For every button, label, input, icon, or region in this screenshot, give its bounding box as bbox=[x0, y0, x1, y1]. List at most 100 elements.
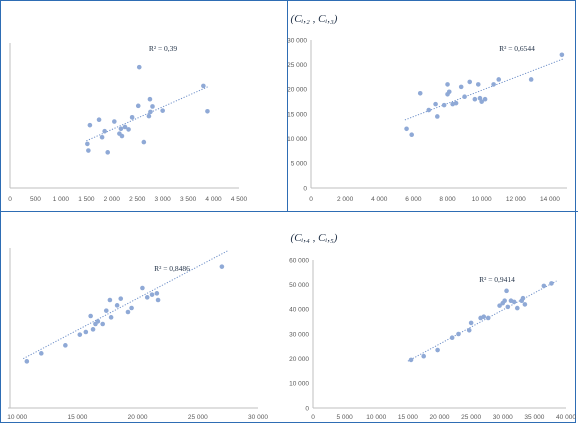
data-point bbox=[85, 141, 90, 147]
data-point bbox=[462, 94, 467, 100]
x-tick-label: 4 000 bbox=[205, 196, 222, 203]
data-point bbox=[481, 314, 487, 320]
x-tick-label: 2 500 bbox=[129, 196, 146, 203]
data-point bbox=[449, 335, 455, 341]
x-tick-label: 500 bbox=[30, 196, 41, 203]
y-tick-label: 10 000 bbox=[287, 136, 307, 143]
x-tick-label: 25 000 bbox=[461, 414, 481, 421]
trend-line bbox=[407, 280, 557, 362]
data-point bbox=[504, 288, 509, 294]
caption-bottom: (Cᵢ,₄ , Cᵢ,₅) bbox=[291, 232, 338, 244]
data-point bbox=[148, 109, 153, 115]
data-point bbox=[83, 329, 89, 335]
x-tick-label: 20 000 bbox=[430, 414, 450, 421]
x-tick-label: 10 000 bbox=[7, 414, 27, 421]
data-point bbox=[160, 108, 165, 113]
r-squared-label: R² = 0,8486 bbox=[154, 264, 190, 273]
data-point bbox=[433, 101, 438, 107]
data-point bbox=[522, 302, 528, 307]
data-point bbox=[96, 117, 102, 123]
data-point bbox=[122, 124, 128, 130]
data-point bbox=[479, 99, 484, 104]
x-tick-label: 25 000 bbox=[188, 414, 208, 421]
data-point bbox=[201, 83, 206, 89]
y-tick-label: 50 000 bbox=[289, 282, 309, 289]
x-tick-label: 1 500 bbox=[78, 196, 95, 203]
y-tick-label: 60 000 bbox=[289, 257, 309, 264]
trend-line bbox=[22, 250, 229, 360]
y-tick-label: 30 000 bbox=[289, 331, 309, 338]
data-point bbox=[453, 100, 459, 106]
data-point bbox=[408, 357, 414, 363]
data-point bbox=[528, 77, 534, 82]
data-point bbox=[118, 126, 124, 132]
data-point bbox=[126, 127, 131, 132]
x-tick-label: 12 000 bbox=[506, 196, 526, 203]
data-point bbox=[421, 353, 426, 359]
data-point bbox=[140, 285, 145, 291]
data-point bbox=[541, 283, 547, 289]
data-point bbox=[114, 303, 120, 308]
y-tick-label: 15 000 bbox=[287, 111, 307, 118]
x-tick-label: 6 000 bbox=[405, 196, 422, 203]
x-tick-label: 10 000 bbox=[366, 414, 386, 421]
data-point bbox=[87, 122, 93, 128]
y-tick-label: 30 000 bbox=[287, 37, 307, 44]
y-tick-label: 10 000 bbox=[289, 381, 309, 388]
data-point bbox=[146, 113, 152, 119]
x-tick-label: 3 000 bbox=[155, 196, 172, 203]
data-point bbox=[497, 303, 502, 308]
data-point bbox=[409, 132, 414, 138]
data-point bbox=[155, 297, 161, 303]
data-point bbox=[434, 114, 440, 119]
data-point bbox=[458, 84, 464, 90]
x-tick-label: 14 000 bbox=[540, 196, 560, 203]
data-point bbox=[482, 96, 488, 102]
data-point bbox=[219, 264, 225, 269]
data-point bbox=[99, 134, 105, 140]
x-tick-label: 10 000 bbox=[472, 196, 492, 203]
data-point bbox=[118, 296, 124, 301]
y-tick-label: 40 000 bbox=[289, 307, 309, 314]
data-point bbox=[88, 313, 93, 319]
y-tick-label: 0 bbox=[303, 185, 307, 192]
data-point bbox=[77, 332, 83, 337]
data-point bbox=[147, 96, 153, 102]
x-tick-label: 0 bbox=[311, 414, 315, 421]
y-tick-label: 0 bbox=[305, 405, 309, 412]
data-point bbox=[505, 304, 511, 310]
data-point bbox=[477, 95, 483, 101]
data-point bbox=[24, 359, 30, 364]
r-squared-label: R² = 0,6544 bbox=[499, 44, 535, 53]
x-tick-label: 2 000 bbox=[337, 196, 354, 203]
data-point bbox=[491, 82, 496, 87]
data-point bbox=[125, 309, 131, 315]
data-point bbox=[95, 319, 101, 324]
data-point bbox=[472, 96, 478, 102]
y-tick-label: 25 000 bbox=[287, 62, 307, 69]
panel-divider-horizontal bbox=[0, 211, 578, 212]
y-tick-label: 20 000 bbox=[289, 356, 309, 363]
data-point bbox=[107, 297, 113, 303]
data-point bbox=[108, 315, 114, 320]
data-point bbox=[446, 89, 452, 95]
x-tick-label: 20 000 bbox=[128, 414, 148, 421]
data-point bbox=[135, 103, 141, 109]
data-point bbox=[63, 343, 68, 348]
x-tick-label: 30 000 bbox=[248, 414, 268, 421]
data-point bbox=[502, 298, 507, 304]
x-tick-label: 4 000 bbox=[371, 196, 388, 203]
x-tick-label: 40 000 bbox=[556, 414, 576, 421]
data-point bbox=[154, 291, 160, 296]
data-point bbox=[86, 148, 91, 153]
data-point bbox=[404, 126, 409, 132]
data-point bbox=[485, 315, 491, 321]
x-tick-label: 30 000 bbox=[493, 414, 513, 421]
data-point bbox=[441, 102, 447, 108]
data-point bbox=[417, 90, 423, 96]
r-squared-label: R² = 0,9414 bbox=[479, 275, 515, 284]
data-point bbox=[445, 82, 450, 87]
data-point bbox=[426, 107, 432, 113]
